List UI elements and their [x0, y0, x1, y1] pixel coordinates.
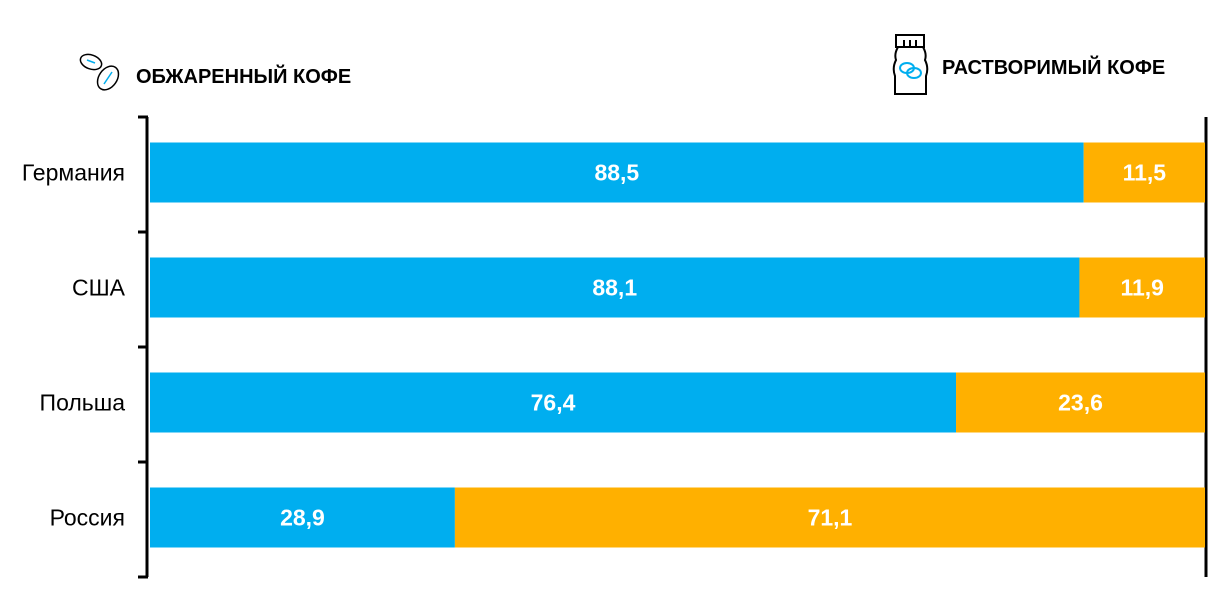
bar-segment — [454, 487, 1205, 548]
data-label: 23,6 — [1058, 390, 1103, 416]
data-label: 88,5 — [594, 160, 639, 186]
category-label: Германия — [22, 160, 125, 186]
category-label: США — [72, 275, 126, 301]
bar-segment — [1079, 257, 1205, 318]
legend-instant: РАСТВОРИМЫЙ КОФЕ — [892, 32, 1165, 98]
bar-segment — [150, 372, 957, 433]
coffee-beans-icon — [79, 53, 120, 91]
data-label: 11,9 — [1120, 275, 1164, 301]
data-label: 88,1 — [592, 275, 637, 301]
data-label: 76,4 — [531, 390, 576, 416]
data-label: 28,9 — [280, 505, 325, 531]
bar-segment — [150, 142, 1084, 203]
bar-segment — [1083, 142, 1205, 203]
data-label: 71,1 — [808, 505, 853, 531]
category-label: Россия — [50, 505, 125, 531]
bar-segment — [956, 372, 1205, 433]
bar-segment — [150, 487, 455, 548]
instant-coffee-jar-icon — [892, 34, 929, 95]
data-label: 11,5 — [1123, 160, 1167, 186]
legend-roasted: ОБЖАРЕННЫЙ КОФЕ — [78, 52, 351, 96]
legend-label: РАСТВОРИМЫЙ КОФЕ — [942, 56, 1166, 79]
category-label: Польша — [40, 390, 126, 416]
bar-segment — [150, 257, 1080, 318]
legend-label: ОБЖАРЕННЫЙ КОФЕ — [136, 65, 352, 88]
